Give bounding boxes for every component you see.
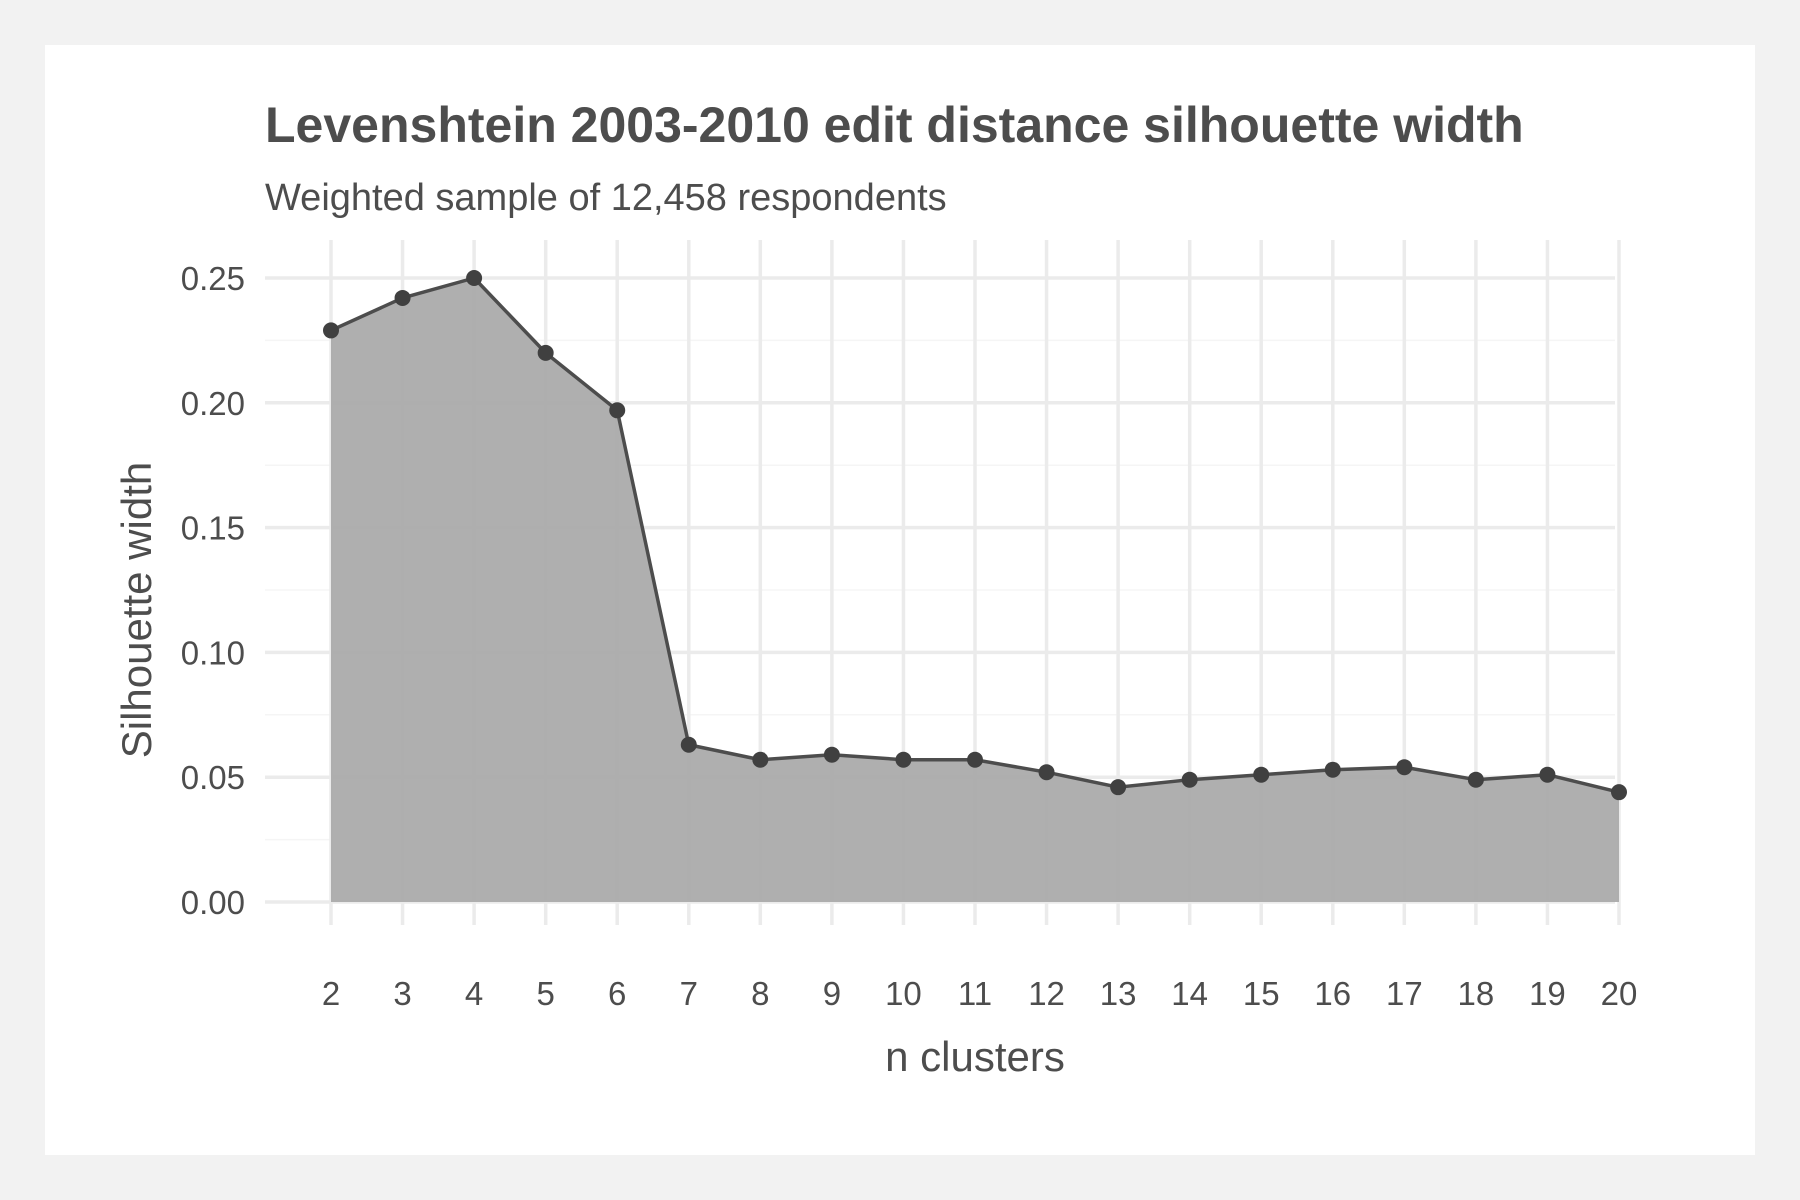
x-tick-label: 18 xyxy=(1458,975,1495,1012)
data-point xyxy=(1324,761,1341,778)
x-tick-label: 13 xyxy=(1100,975,1137,1012)
x-tick-label: 6 xyxy=(608,975,626,1012)
x-tick-label: 9 xyxy=(823,975,841,1012)
x-tick-label: 2 xyxy=(322,975,340,1012)
data-point xyxy=(394,289,411,306)
data-point xyxy=(1396,759,1413,776)
data-point xyxy=(1611,784,1627,801)
data-point xyxy=(1038,764,1055,781)
y-axis-ticks: 0.00 0.05 0.10 0.15 0.20 0.25 xyxy=(181,260,245,921)
x-tick-label: 20 xyxy=(1601,975,1638,1012)
data-point xyxy=(1110,779,1127,796)
x-tick-label: 15 xyxy=(1243,975,1280,1012)
data-point xyxy=(609,402,626,419)
y-tick-label: 0.15 xyxy=(181,510,245,547)
area-layer xyxy=(331,278,1619,902)
silhouette-chart: Levenshtein 2003-2010 edit distance silh… xyxy=(113,97,1638,1080)
data-point xyxy=(752,751,769,768)
data-point xyxy=(967,751,983,768)
data-point xyxy=(823,746,840,763)
y-tick-label: 0.05 xyxy=(181,759,245,796)
x-tick-label: 17 xyxy=(1386,975,1423,1012)
area-fill xyxy=(331,278,1619,902)
x-tick-label: 7 xyxy=(680,975,698,1012)
data-point xyxy=(466,270,483,286)
x-tick-label: 14 xyxy=(1171,975,1208,1012)
y-axis-title: Silhouette width xyxy=(113,462,160,759)
data-points xyxy=(323,270,1627,801)
x-axis-ticks: 2 3 4 5 6 7 8 9 10 11 12 13 14 15 16 17 18 19 20 xyxy=(322,975,1638,1012)
x-tick-label: 19 xyxy=(1529,975,1566,1012)
data-point xyxy=(1181,771,1198,788)
x-tick-label: 10 xyxy=(885,975,922,1012)
y-tick-label: 0.00 xyxy=(181,884,245,921)
data-point xyxy=(1467,771,1484,788)
x-tick-label: 16 xyxy=(1314,975,1351,1012)
x-tick-label: 12 xyxy=(1028,975,1065,1012)
chart-subtitle: Weighted sample of 12,458 respondents xyxy=(265,177,947,219)
x-tick-label: 3 xyxy=(393,975,411,1012)
data-point xyxy=(1539,766,1556,783)
data-point xyxy=(1253,766,1270,783)
y-tick-label: 0.25 xyxy=(181,260,245,297)
data-point xyxy=(537,344,554,361)
y-tick-label: 0.20 xyxy=(181,385,245,422)
x-tick-label: 5 xyxy=(536,975,554,1012)
x-tick-label: 4 xyxy=(465,975,483,1012)
x-axis-title: n clusters xyxy=(885,1033,1065,1080)
x-tick-label: 8 xyxy=(751,975,769,1012)
chart-panel: Levenshtein 2003-2010 edit distance silh… xyxy=(45,45,1755,1155)
chart-title: Levenshtein 2003-2010 edit distance silh… xyxy=(265,97,1524,153)
y-tick-label: 0.10 xyxy=(181,634,245,671)
data-point xyxy=(895,751,912,768)
data-point xyxy=(680,736,697,753)
data-point xyxy=(323,322,339,339)
x-tick-label: 11 xyxy=(958,975,992,1012)
